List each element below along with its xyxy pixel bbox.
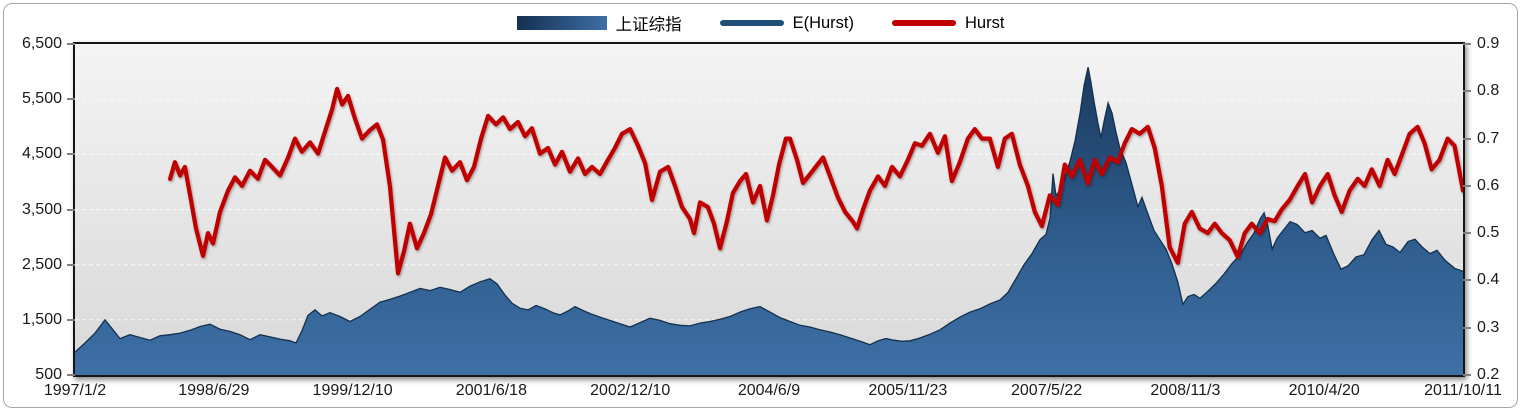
left-axis-tick [67,43,75,45]
left-axis-label: 2,500 [21,255,62,273]
area-swatch-icon [516,16,607,30]
x-axis-label: 2002/12/10 [590,382,671,399]
right-axis-tick [1463,137,1471,140]
legend-item-hurst: Hurst [892,14,1004,33]
legend-label: Hurst [965,13,1005,32]
left-axis-tick [67,153,75,156]
left-axis-label: 500 [35,366,62,383]
right-axis-tick [1463,90,1471,93]
right-axis-tick [1463,184,1471,187]
right-axis-label: 0.7 [1477,129,1500,147]
legend-item-sse-index: 上证综指 [516,11,682,35]
x-axis-label: 1999/12/10 [312,382,393,399]
left-axis-label: 4,500 [21,145,62,163]
right-axis-label: 0.5 [1477,224,1500,242]
right-axis-label: 0.9 [1477,35,1500,52]
right-axis-label: 0.8 [1477,82,1500,100]
legend-label: 上证综指 [615,16,682,34]
right-axis-label: 0.2 [1477,366,1500,383]
right-axis-tick [1463,43,1471,45]
left-axis-label: 1,500 [21,310,62,328]
right-axis-tick [1463,279,1471,282]
legend-label: E(Hurst) [792,13,854,32]
right-axis-tick [1463,326,1471,329]
left-axis-label: 6,500 [21,35,62,52]
x-axis-label: 1998/6/29 [178,382,250,399]
plot-area [72,41,1465,377]
left-axis-tick [67,208,75,211]
x-axis-label: 2008/11/3 [1150,382,1221,399]
sse-index-area-edge [74,66,1463,353]
x-axis-label: 2001/6/18 [455,382,527,399]
right-axis-tick [1463,232,1471,235]
line-swatch-icon [892,20,956,26]
right-axis-label: 0.4 [1477,271,1500,289]
legend: 上证综指 E(Hurst) Hurst [0,11,1521,35]
chart-svg [74,66,1463,375]
x-axis-label: 2011/10/11 [1424,382,1502,399]
sse-index-area-series [74,66,1463,375]
left-axis-label: 5,500 [21,90,62,108]
x-axis-label: 2007/5/22 [1011,382,1083,399]
right-axis-tick [1463,374,1471,376]
x-axis-label: 2010/4/20 [1288,382,1360,399]
legend-item-e-hurst: E(Hurst) [719,13,854,33]
hurst-line-series [167,86,1463,275]
left-axis-tick [67,374,75,376]
left-axis-tick [67,98,75,101]
line-swatch-icon [719,20,784,26]
left-axis-tick [67,263,75,266]
x-axis-label: 2004/6/9 [737,382,801,399]
right-axis-label: 0.3 [1477,318,1500,336]
x-axis-label: 2005/11/23 [868,382,948,399]
left-axis-tick [67,318,75,321]
x-axis-label: 1997/1/2 [43,382,107,399]
right-axis-label: 0.6 [1477,176,1500,194]
left-axis-label: 3,500 [21,200,62,218]
